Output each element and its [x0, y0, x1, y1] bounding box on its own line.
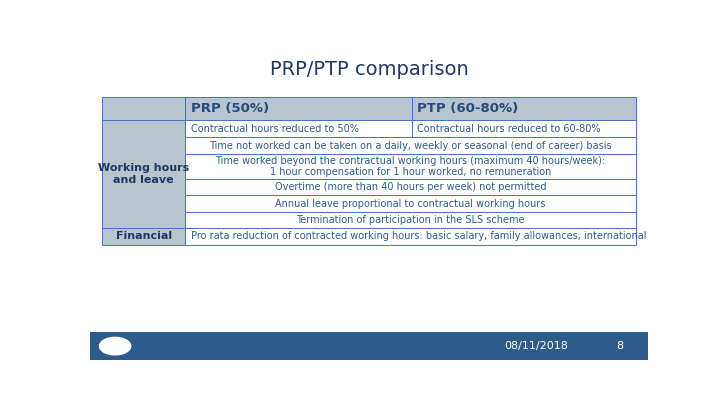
Text: Time worked beyond the contractual working hours (maximum 40 hours/week):
1 hour: Time worked beyond the contractual worki… [215, 156, 606, 177]
Text: PRP (50%): PRP (50%) [191, 102, 269, 115]
Text: 08/11/2018: 08/11/2018 [505, 341, 568, 351]
Bar [185, 137, 636, 153]
Text: PRP/PTP comparison: PRP/PTP comparison [269, 60, 469, 79]
Circle shape [99, 337, 131, 355]
Text: Contractual hours reduced to 50%: Contractual hours reduced to 50% [191, 124, 359, 134]
Text: 8: 8 [616, 341, 624, 351]
Bar [185, 120, 412, 137]
Text: Termination of participation in the SLS scheme: Termination of participation in the SLS … [296, 215, 525, 225]
Text: Contractual hours reduced to 60-80%: Contractual hours reduced to 60-80% [418, 124, 600, 134]
Bar [185, 153, 636, 179]
Bar [102, 228, 185, 245]
Bar [412, 97, 636, 120]
Text: Working hours
and leave: Working hours and leave [98, 163, 189, 185]
Bar [102, 97, 185, 120]
Text: Annual leave proportional to contractual working hours: Annual leave proportional to contractual… [275, 198, 546, 209]
Text: Financial: Financial [115, 232, 171, 241]
Bar [185, 228, 636, 245]
Bar [412, 120, 636, 137]
Text: PTP (60-80%): PTP (60-80%) [418, 102, 518, 115]
Bar [185, 212, 636, 228]
Text: Overtime (more than 40 hours per week) not permitted: Overtime (more than 40 hours per week) n… [274, 182, 546, 192]
Text: Pro rata reduction of contracted working hours: basic salary, family allowances,: Pro rata reduction of contracted working… [191, 232, 646, 241]
Bar [102, 120, 185, 228]
Bar [185, 196, 636, 212]
Bar [185, 97, 412, 120]
Bar [90, 332, 648, 360]
Bar [185, 179, 636, 196]
Text: Time not worked can be taken on a daily, weekly or seasonal (end of career) basi: Time not worked can be taken on a daily,… [209, 141, 612, 151]
